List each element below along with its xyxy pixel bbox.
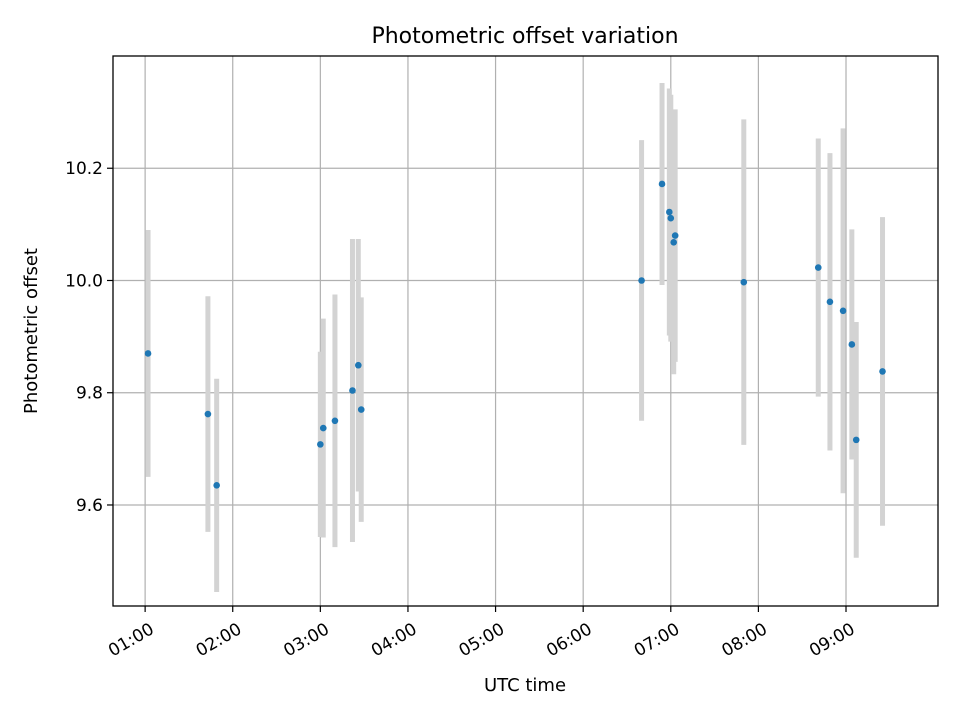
x-tick-label: 07:00 (631, 619, 683, 661)
y-tick-label: 9.6 (76, 496, 103, 516)
data-point (213, 482, 220, 489)
data-point (144, 350, 152, 357)
data-point (638, 277, 645, 284)
data-point (740, 278, 748, 286)
data-point (839, 307, 847, 315)
data-point (826, 298, 834, 306)
x-tick-label: 09:00 (806, 619, 858, 661)
data-point (814, 264, 822, 271)
x-tick-label: 04:00 (368, 619, 420, 661)
data-point (357, 406, 365, 413)
y-axis-label: Photometric offset (21, 248, 42, 414)
error-bars (145, 82, 886, 592)
data-point (658, 180, 666, 188)
data-point (349, 387, 356, 394)
data-point (848, 341, 856, 348)
data-point (355, 361, 362, 369)
data-point (666, 208, 673, 216)
data-point (317, 441, 324, 448)
x-tick-label: 03:00 (280, 619, 332, 661)
data-point (671, 232, 679, 239)
axis-ticks: 01:00 02:00 03:00 04:00 05:00 06:00 07:00 08:00… (65, 159, 858, 661)
plot-frame (112, 55, 939, 607)
data-point (879, 368, 886, 375)
data-point (319, 424, 327, 432)
data-point (670, 239, 678, 246)
x-tick-label: 05:00 (456, 619, 508, 661)
x-axis-label: UTC time (484, 675, 566, 696)
data-points (144, 180, 886, 489)
y-tick-label: 10.2 (65, 159, 103, 179)
y-tick-label: 9.8 (76, 384, 103, 404)
chart-title: Photometric offset variation (371, 24, 678, 49)
data-point (852, 436, 860, 444)
x-tick-label: 02:00 (193, 619, 245, 661)
x-tick-label: 08:00 (718, 619, 770, 661)
y-tick-label: 10.0 (65, 271, 103, 291)
data-point (204, 410, 212, 418)
x-tick-label: 01:00 (105, 619, 157, 661)
grid (113, 56, 938, 606)
data-point (331, 417, 339, 425)
x-tick-label: 06:00 (543, 619, 595, 661)
data-point (667, 214, 675, 222)
